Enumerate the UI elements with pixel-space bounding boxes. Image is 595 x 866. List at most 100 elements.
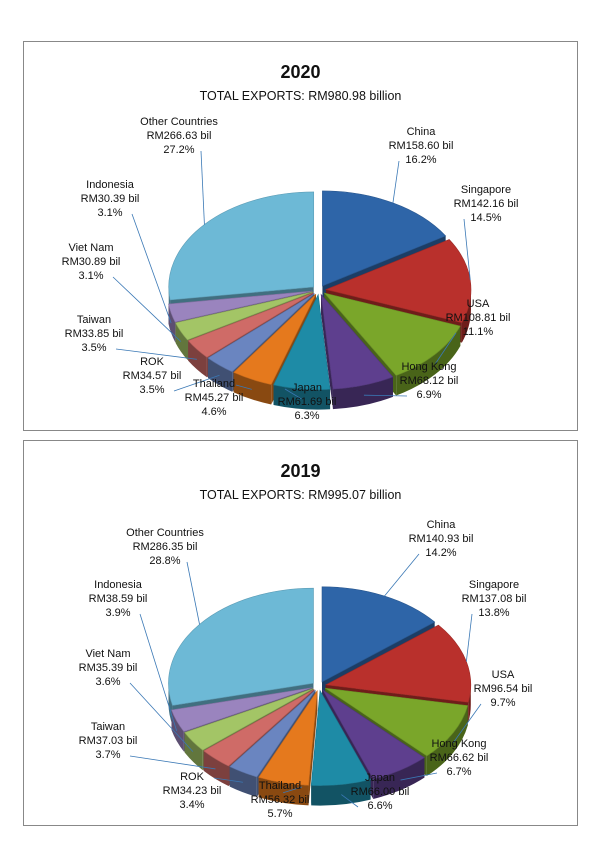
data-label-rok: ROK RM34.57 bil 3.5% [123,355,182,397]
slice-thailand [233,293,317,385]
leader-line-china [384,553,420,597]
slice-value: RM66.62 bil [429,752,489,764]
slice-name: ROK [140,356,164,368]
slice-value: RM108.81 bil [445,312,511,324]
slice-name: Singapore [468,579,520,591]
slice-name: Singapore [460,184,512,196]
slice-singapore [324,239,472,323]
slice-viet-nam [175,291,313,341]
slice-value: RM68.12 bil [399,375,459,387]
slice-percent: 27.2% [163,144,195,156]
slice-other-countries [168,191,315,301]
slice-value: RM158.60 bil [388,140,454,152]
slice-usa [325,687,469,757]
slice-value: RM37.03 bil [78,735,138,747]
leader-line-taiwan [115,348,197,360]
data-label-japan: Japan RM61.69 bil 6.3% [278,381,337,423]
slice-value: RM61.69 bil [277,396,337,408]
leader-line-other-countries [186,561,200,625]
chart-panel-2020: 2020 TOTAL EXPORTS: RM980.98 billion Chi… [23,41,578,431]
slice-name: USA [466,298,490,310]
slice-percent: 3.5% [139,384,165,396]
leader-line-viet-nam [129,682,194,752]
leader-line-indonesia [131,213,172,324]
slice-value: RM38.59 bil [88,593,148,605]
slice-percent: 5.7% [267,808,293,820]
leader-line-viet-nam [112,276,182,342]
data-label-thailand: Thailand RM45.27 bil 4.6% [185,377,244,419]
data-label-viet-nam: Viet Nam RM30.89 bil 3.1% [62,241,121,283]
slice-name: Viet Nam [85,648,131,660]
slice-value: RM30.89 bil [61,256,121,268]
slice-percent: 6.7% [446,766,472,778]
slice-percent: 6.9% [416,389,442,401]
leader-line-rok [173,374,220,392]
slice-rok [207,293,315,373]
data-label-rok: ROK RM34.23 bil 3.4% [163,770,222,812]
slice-value: RM35.39 bil [78,662,138,674]
data-label-other-countries: Other Countries RM286.35 bil 28.8% [126,526,204,568]
slice-percent: 3.1% [78,270,104,282]
slice-name: Taiwan [76,314,112,326]
slice-singapore [324,624,472,703]
slice-percent: 13.8% [478,607,510,619]
leader-line-hong-kong [363,394,408,397]
slice-name: Taiwan [90,721,126,733]
slice-japan [273,293,331,390]
chart-title: 2019 [280,461,321,481]
slice-percent: 16.2% [405,154,437,166]
data-label-indonesia: Indonesia RM30.39 bil 3.1% [81,178,140,220]
data-label-taiwan: Taiwan RM37.03 bil 3.7% [79,720,138,762]
leader-line-taiwan [129,755,216,770]
leader-line-china [392,160,400,204]
slice-value: RM66.00 bil [350,786,410,798]
data-label-usa: USA RM108.81 bil 11.1% [446,297,511,339]
slice-value: RM96.54 bil [473,683,533,695]
data-label-singapore: Singapore RM142.16 bil 14.5% [454,183,519,225]
slice-name: Thailand [258,780,302,792]
slice-taiwan [187,292,314,358]
slice-value: RM34.23 bil [162,785,222,797]
slice-percent: 6.3% [294,410,320,422]
slice-percent: 14.5% [470,212,502,224]
slice-name: Indonesia [94,579,142,591]
slice-percent: 6.6% [367,800,393,812]
slice-percent: 3.6% [95,676,121,688]
slice-taiwan [203,689,315,767]
slice-value: RM45.27 bil [184,392,244,404]
data-label-usa: USA RM96.54 bil 9.7% [474,668,533,710]
leader-line-usa [452,703,482,744]
chart-subtitle: TOTAL EXPORTS: RM995.07 billion [199,488,402,502]
leader-line-thailand [235,384,252,390]
chart-subtitle: TOTAL EXPORTS: RM980.98 billion [199,89,402,103]
leader-line-indonesia [139,613,178,732]
slice-percent: 3.9% [105,607,131,619]
data-label-taiwan: Taiwan RM33.85 bil 3.5% [65,313,124,355]
slice-other-countries [168,587,314,706]
slice-name: Hong Kong [401,361,457,373]
slice-usa [323,292,461,376]
data-label-china: China RM158.60 bil 16.2% [389,125,454,167]
slice-value: RM266.63 bil [146,130,212,142]
slice-percent: 3.5% [81,342,107,354]
slice-name: Viet Nam [68,242,114,254]
slice-percent: 28.8% [149,555,181,567]
leader-line-singapore [463,218,471,281]
data-label-thailand: Thailand RM56.32 bil 5.7% [251,779,310,821]
data-label-singapore: Singapore RM137.08 bil 13.8% [462,578,527,620]
slice-value: RM33.85 bil [64,328,124,340]
leader-line-hong-kong [400,772,438,781]
leader-line-other-countries [200,150,205,225]
chart-title: 2020 [280,62,321,82]
leader-line-japan [284,388,302,400]
leader-line-rok [213,777,243,783]
slice-name: Japan [292,382,322,394]
slice-name: Hong Kong [431,738,487,750]
slice-name: ROK [180,771,204,783]
leader-line-japan [341,794,359,808]
data-label-china: China RM140.93 bil 14.2% [409,518,474,560]
slice-value: RM34.57 bil [122,370,182,382]
slice-hong-kong [320,293,394,390]
slice-china [321,586,436,683]
slice-name: Thailand [192,378,236,390]
